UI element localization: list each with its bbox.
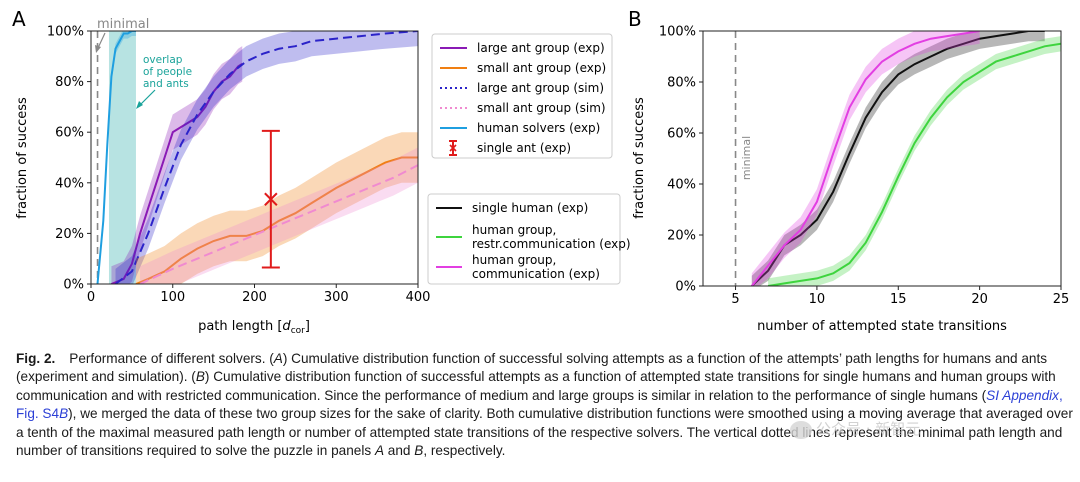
si-appendix-link[interactable]: SI Appendix xyxy=(986,387,1059,403)
panel-b-ytick-label: 20% xyxy=(667,229,696,244)
panel-b-ytick-label: 60% xyxy=(667,127,696,142)
minimal-arrow xyxy=(95,32,106,53)
panel-a-xtick-label: 400 xyxy=(406,290,431,305)
legend-a-label: small ant group (exp) xyxy=(477,61,606,75)
panel-a-ylabel: fraction of success xyxy=(15,97,30,219)
legend-b-label: human group, xyxy=(472,223,556,237)
legend-b-label: single human (exp) xyxy=(472,201,588,215)
panel-a-ytick-label: 100% xyxy=(47,25,84,40)
legend-a-label: large ant group (exp) xyxy=(477,41,605,55)
legend-a-item: small ant group (sim) xyxy=(440,101,606,115)
panel-a-band-large-ant-group-exp- xyxy=(111,46,243,284)
panel-b-line-human-group-communication-exp- xyxy=(751,31,980,286)
panel-b-minimal-label: minimal xyxy=(740,136,753,180)
legend-b-item: single human (exp) xyxy=(436,201,588,215)
legend-b-item: human group,communication (exp) xyxy=(436,253,600,281)
legend-a-label: single ant (exp) xyxy=(477,141,571,155)
panel-a-data xyxy=(96,31,418,284)
legend-a-item: large ant group (sim) xyxy=(440,81,604,95)
overlap-region xyxy=(108,31,136,284)
panel-a-ytick-label: 20% xyxy=(55,227,84,242)
overlap-arrow xyxy=(136,89,156,109)
figure-caption: Fig. 2. Performance of different solvers.… xyxy=(16,351,1073,459)
legend-a-item: single ant (exp) xyxy=(449,140,571,156)
panel-a-line-large-ant-group-sim- xyxy=(114,31,418,284)
panel-b-data xyxy=(734,31,1061,286)
legend-a-item: small ant group (exp) xyxy=(440,61,606,75)
panel-b-ytick-label: 80% xyxy=(667,76,696,91)
caption-label: Fig. 2. xyxy=(16,351,56,366)
panel-b-letter: B xyxy=(628,7,642,31)
panel-b-xtick-label: 20 xyxy=(971,292,988,307)
legend-a-box xyxy=(431,33,613,159)
panel-a-xtick-label: 200 xyxy=(242,290,267,305)
overlap-label-2: of people xyxy=(143,66,192,78)
panel-a-ytick-label: 60% xyxy=(55,126,84,141)
legend-b-label: restr.communication (exp) xyxy=(472,237,631,251)
panel-b-xtick-label: 15 xyxy=(890,292,907,307)
panel-b-ylabel: fraction of success xyxy=(632,97,647,219)
panel-a-plot: 0 100 200 300 400 0% 20% 40% 60% 80% 100% xyxy=(47,25,431,306)
wechat-icon xyxy=(790,420,812,439)
panel-a-line-human-solvers-exp- xyxy=(96,31,136,284)
single-ant-errorbar xyxy=(261,129,280,269)
legend-b-item: human group,restr.communication (exp) xyxy=(436,223,631,251)
legend-b-label: human group, xyxy=(472,253,556,267)
panel-b-xlabel: number of attempted state transitions xyxy=(757,319,1007,334)
panel-a-ytick-label: 0% xyxy=(63,278,84,293)
legend-a-label: small ant group (sim) xyxy=(477,101,606,115)
legend-a-item: human solvers (exp) xyxy=(440,121,600,135)
panel-a-ytick-label: 80% xyxy=(55,75,84,90)
panel-b-line-single-human-exp- xyxy=(751,31,1045,286)
legend-a-label: large ant group (sim) xyxy=(477,81,604,95)
panel-b-legend: single human (exp)human group,restr.comm… xyxy=(427,193,631,285)
panel-b-axes: 5 10 15 20 25 0% 20% 40% 60% 80% 100% xyxy=(659,25,1069,308)
legend-b-box xyxy=(427,193,621,285)
panel-a-xtick-label: 300 xyxy=(324,290,349,305)
panel-a-letter: A xyxy=(12,7,26,31)
panel-b-ytick-label: 100% xyxy=(659,25,696,40)
panel-b-frame xyxy=(702,30,1062,287)
panel-b-plot: 5 10 15 20 25 0% 20% 40% 60% 80% 100% xyxy=(659,25,1069,308)
panel-a-ytick-label: 40% xyxy=(55,176,84,191)
panel-b-ytick-label: 0% xyxy=(675,280,696,295)
panel-b-ytick-label: 40% xyxy=(667,178,696,193)
panel-b-xtick-label: 25 xyxy=(1053,292,1070,307)
panel-b-band-human-group-communication-exp- xyxy=(751,31,980,286)
panel-a-minimal-label: minimal xyxy=(97,17,149,32)
panel-a-xlabel: path length [dcor] xyxy=(198,319,310,336)
panel-b-xtick-label: 5 xyxy=(731,292,739,307)
panel-a-legend: large ant group (exp) small ant group (ex… xyxy=(431,33,613,159)
overlap-label-1: overlap xyxy=(143,54,183,66)
panel-a-axes: 0 100 200 300 400 0% 20% 40% 60% 80% 100% xyxy=(47,25,431,306)
panel-a-xtick-label: 0 xyxy=(87,290,95,305)
panel-a-xtick-label: 100 xyxy=(160,290,185,305)
panel-a-band-small-ant-group-exp- xyxy=(135,132,418,284)
legend-a-item: large ant group (exp) xyxy=(440,41,605,55)
panel-b-band-single-human-exp- xyxy=(751,31,1045,286)
panel-b-line-human-group-restr-communication-exp- xyxy=(767,42,1061,286)
watermark: 公众号 · 新智元 xyxy=(790,418,920,439)
panel-b-xtick-label: 10 xyxy=(809,292,826,307)
legend-a-label: human solvers (exp) xyxy=(477,121,600,135)
panel-a-line-large-ant-group-exp- xyxy=(111,63,243,284)
fig-s4b-link[interactable]: , Fig. S4B xyxy=(16,387,1063,422)
overlap-label-3: and ants xyxy=(143,78,189,90)
legend-b-label: communication (exp) xyxy=(472,267,600,281)
panel-a-band-small-ant-group-sim- xyxy=(140,147,418,284)
